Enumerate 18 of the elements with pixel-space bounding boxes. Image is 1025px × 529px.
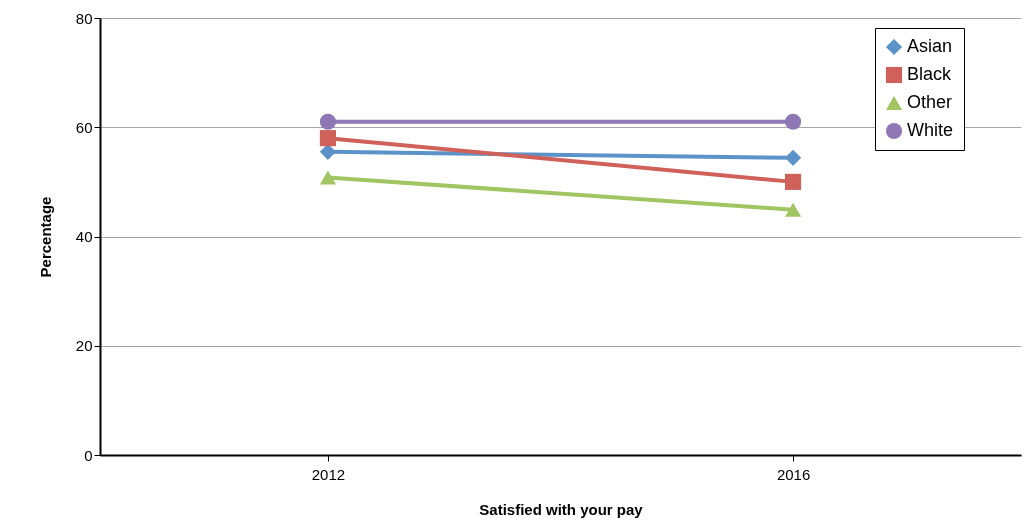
point [785, 173, 802, 190]
x-tick-label: 2016 [776, 465, 811, 483]
legend-label: Asian [907, 36, 953, 56]
point [785, 149, 802, 166]
x-tick-label: 2012 [311, 465, 346, 483]
x-axis-title: Satisfied with your pay [479, 500, 644, 518]
legend-label: Other [907, 92, 953, 112]
y-tick-label: 40 [75, 228, 93, 245]
y-tick-label: 20 [75, 337, 93, 355]
point [785, 113, 802, 130]
legend-label: White [907, 120, 954, 140]
y-axis-title: Percentage [36, 196, 54, 278]
legend-label: Black [907, 64, 953, 84]
y-tick-label: 0 [84, 446, 93, 464]
point [319, 113, 336, 130]
y-tick-label: 80 [75, 9, 93, 27]
point [319, 130, 336, 147]
y-tick-label: 60 [75, 118, 93, 136]
